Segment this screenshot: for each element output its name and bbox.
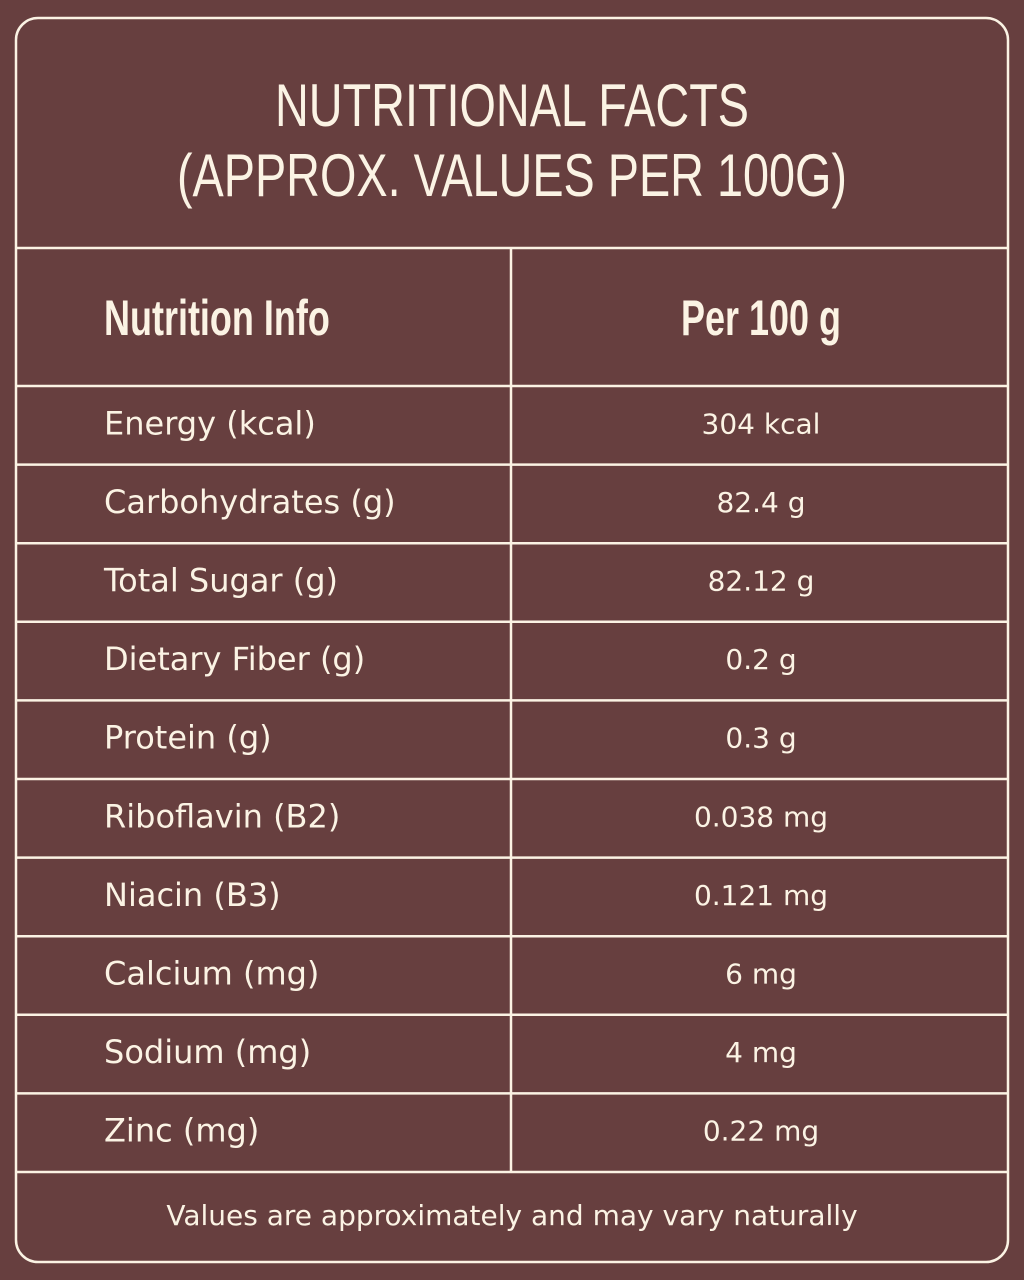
row-label: Sodium (mg): [104, 1033, 311, 1071]
row-label: Energy (kcal): [104, 404, 316, 442]
row-value: 0.3 g: [725, 722, 796, 755]
row-value: 0.22 mg: [703, 1115, 819, 1148]
row-value: 304 kcal: [702, 407, 821, 440]
row-label: Niacin (B3): [104, 876, 281, 914]
title-line: (APPROX. VALUES PER 100G): [177, 142, 847, 209]
row-value: 0.038 mg: [694, 800, 828, 833]
row-value: 82.12 g: [708, 565, 815, 598]
row-value: 6 mg: [725, 958, 797, 991]
row-value: 0.2 g: [725, 643, 796, 676]
header-cell: Nutrition Info: [104, 292, 330, 347]
row-value: 0.121 mg: [694, 879, 828, 912]
row-label: Total Sugar (g): [103, 562, 338, 600]
row-value: 4 mg: [725, 1036, 797, 1069]
card-border: [14, 16, 1010, 1264]
row-label: Carbohydrates (g): [104, 483, 396, 521]
row-label: Calcium (mg): [104, 955, 319, 993]
row-value: 82.4 g: [716, 486, 805, 519]
row-label: Protein (g): [104, 719, 272, 757]
title-line: NUTRITIONAL FACTS: [275, 72, 749, 139]
footnote: Values are approximately and may vary na…: [166, 1199, 857, 1232]
row-label: Riboflavin (B2): [104, 797, 340, 835]
row-label: Zinc (mg): [104, 1112, 259, 1150]
row-label: Dietary Fiber (g): [104, 640, 365, 678]
header-cell: Per 100 g: [681, 292, 841, 347]
